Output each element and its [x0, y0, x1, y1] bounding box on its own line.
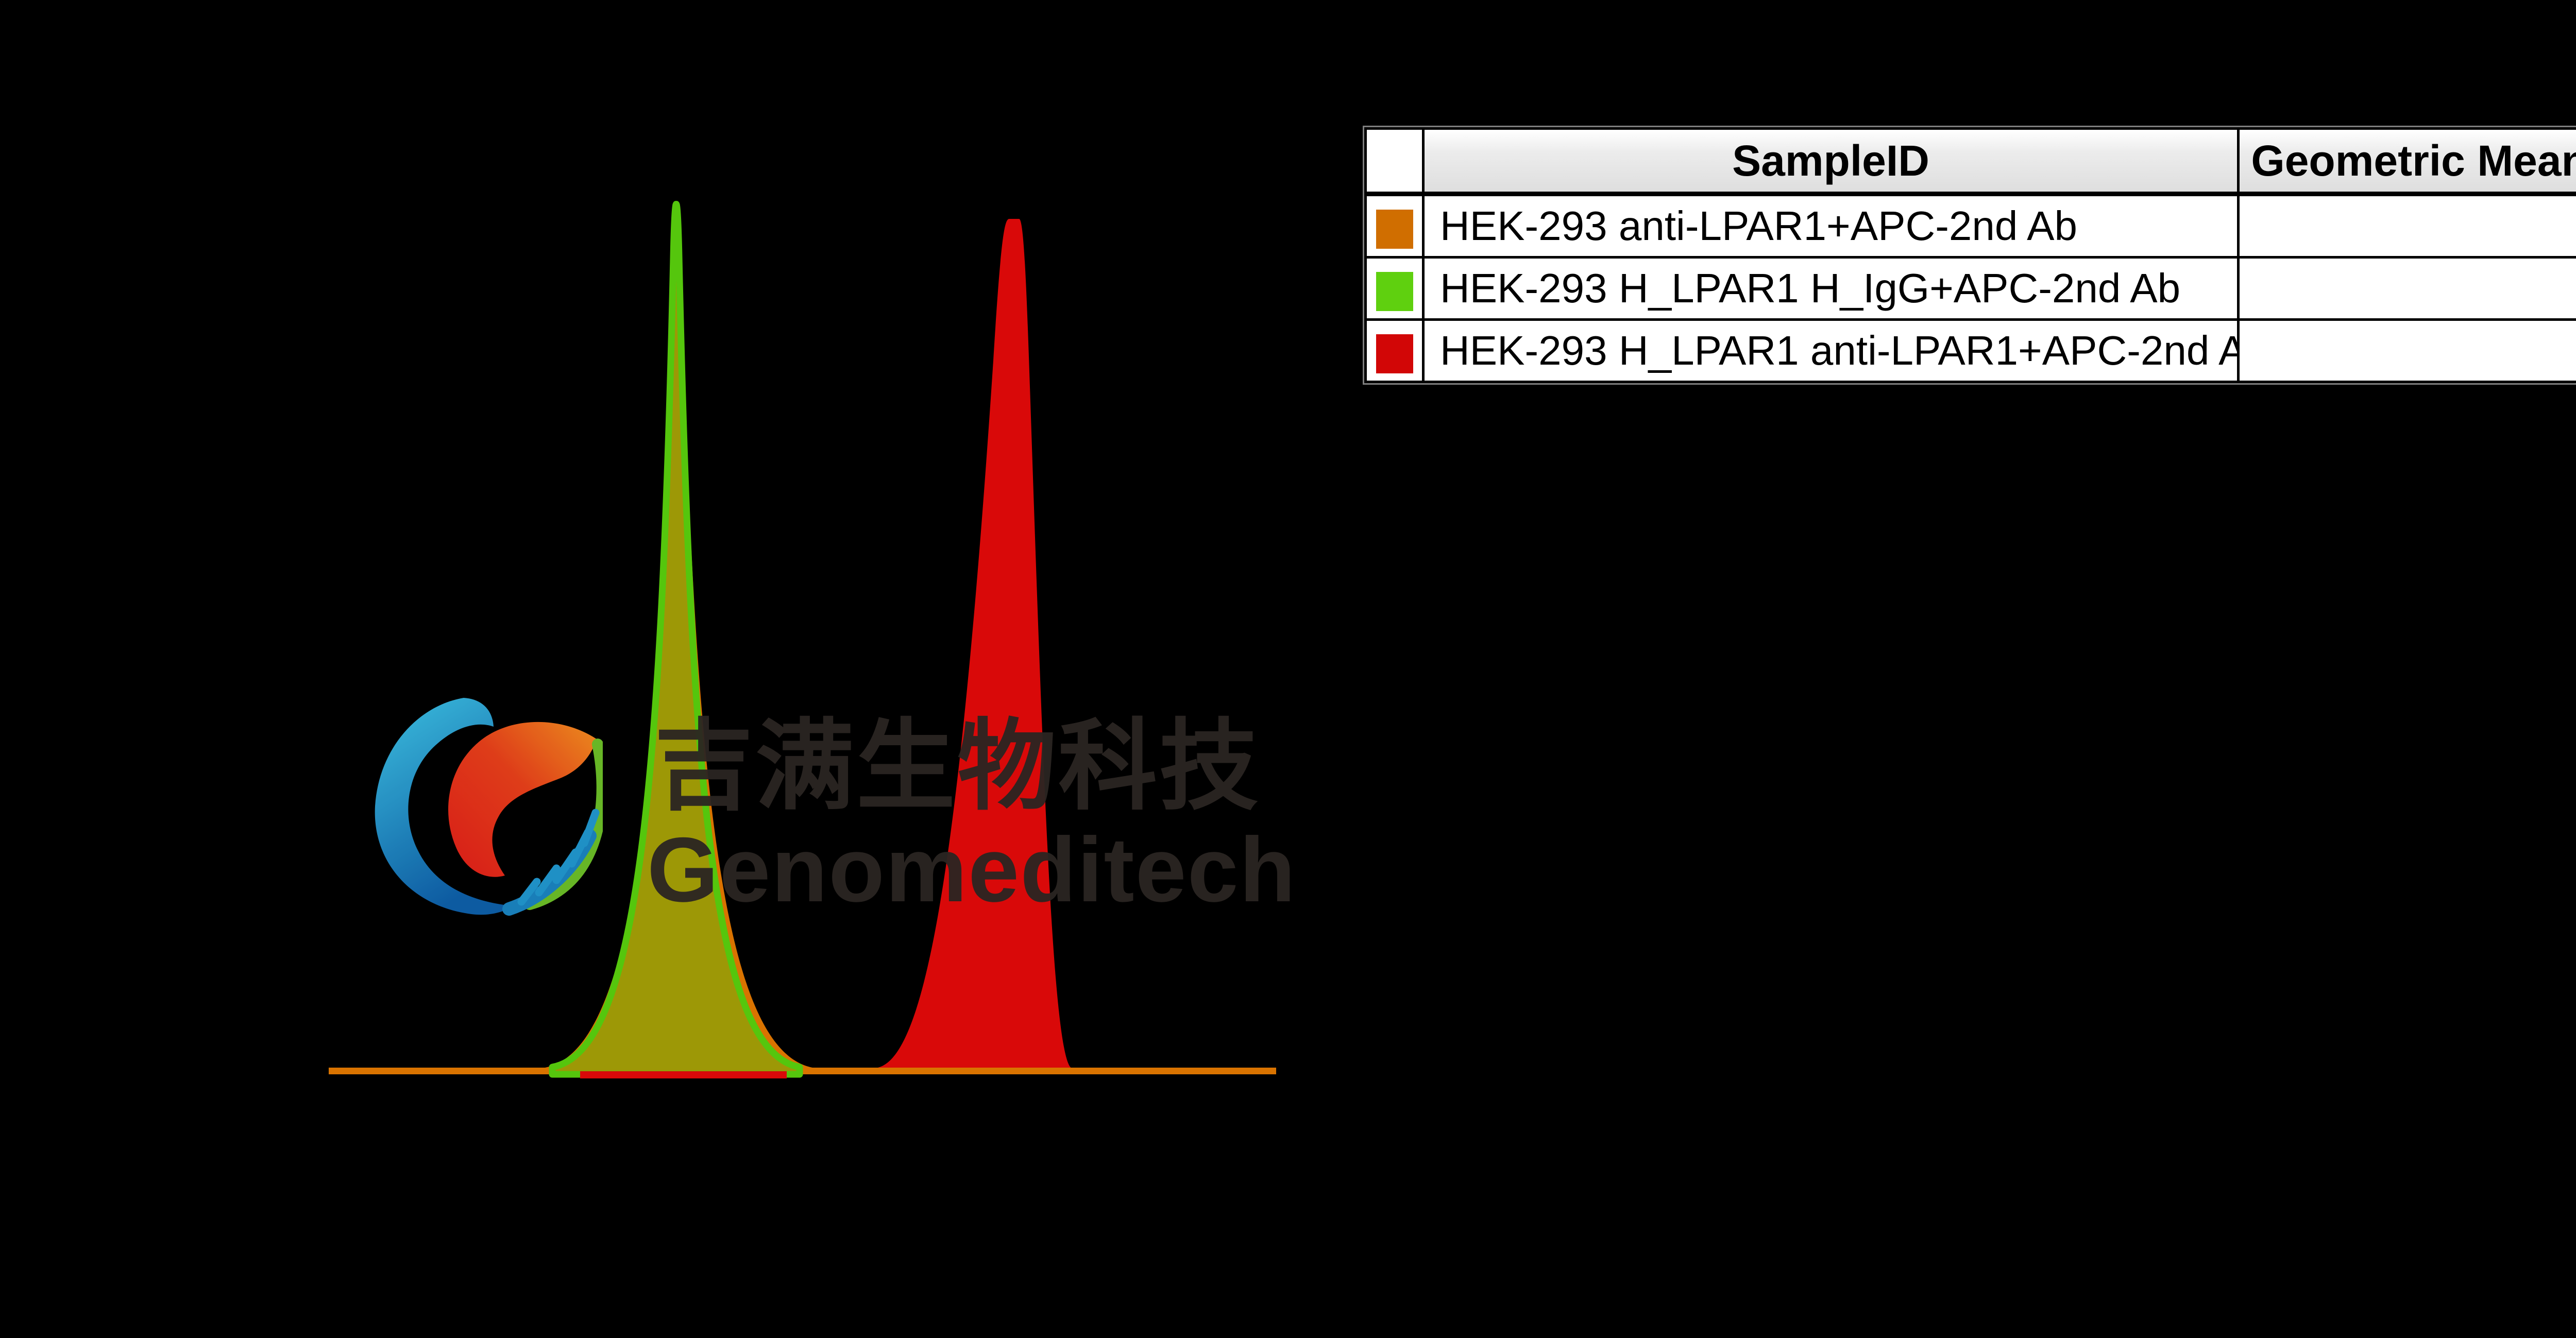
swatch-cell [1364, 193, 1425, 259]
series-color-swatch-red [1376, 334, 1413, 373]
header-swatch-cell [1364, 127, 1425, 196]
watermark-brand-text: Genomeditech [647, 818, 1297, 921]
logo-flame [448, 722, 597, 877]
table-header-row: SampleID Geometric Mean : FL11-H [1364, 127, 2576, 196]
geometric-mean-table: SampleID Geometric Mean : FL11-H HEK-293… [1364, 127, 2576, 383]
sample-name: HEK-293 H_LPAR1 anti-LPAR1+APC-2nd Ab [1422, 318, 2240, 383]
watermark-chinese-text: 吉满生物科技 [654, 711, 1260, 821]
histogram-trace-green [549, 201, 803, 1078]
table-row: HEK-293 H_LPAR1 anti-LPAR1+APC-2nd Ab 1.… [1364, 318, 2576, 383]
swatch-cell [1364, 256, 1425, 321]
series-color-swatch-green [1376, 271, 1413, 311]
genomeditech-logo [375, 698, 603, 916]
logo-dna-rungs [517, 809, 600, 906]
swatch-cell [1364, 318, 1425, 383]
histogram-trace-orange [329, 226, 1276, 1074]
header-geometric-mean: Geometric Mean : FL11-H [2237, 127, 2576, 196]
geometric-mean-value: 1432 [2237, 256, 2576, 321]
series-color-swatch-orange [1376, 209, 1413, 249]
geometric-mean-value: 1402 [2237, 193, 2576, 259]
sample-name: HEK-293 anti-LPAR1+APC-2nd Ab [1422, 193, 2240, 259]
histogram-red-baseline-segment [580, 1071, 787, 1078]
table-row: HEK-293 H_LPAR1 H_IgG+APC-2nd Ab 1432 [1364, 256, 2576, 321]
logo-blue-swirl [375, 698, 512, 915]
sample-name: HEK-293 H_LPAR1 H_IgG+APC-2nd Ab [1422, 256, 2240, 321]
histogram-trace-red [875, 219, 1072, 1074]
geometric-mean-value: 1.39E6 [2237, 318, 2576, 383]
table-row: HEK-293 anti-LPAR1+APC-2nd Ab 1402 [1364, 193, 2576, 259]
logo-green-ribbon [524, 739, 603, 910]
header-sample-id: SampleID [1422, 127, 2240, 196]
